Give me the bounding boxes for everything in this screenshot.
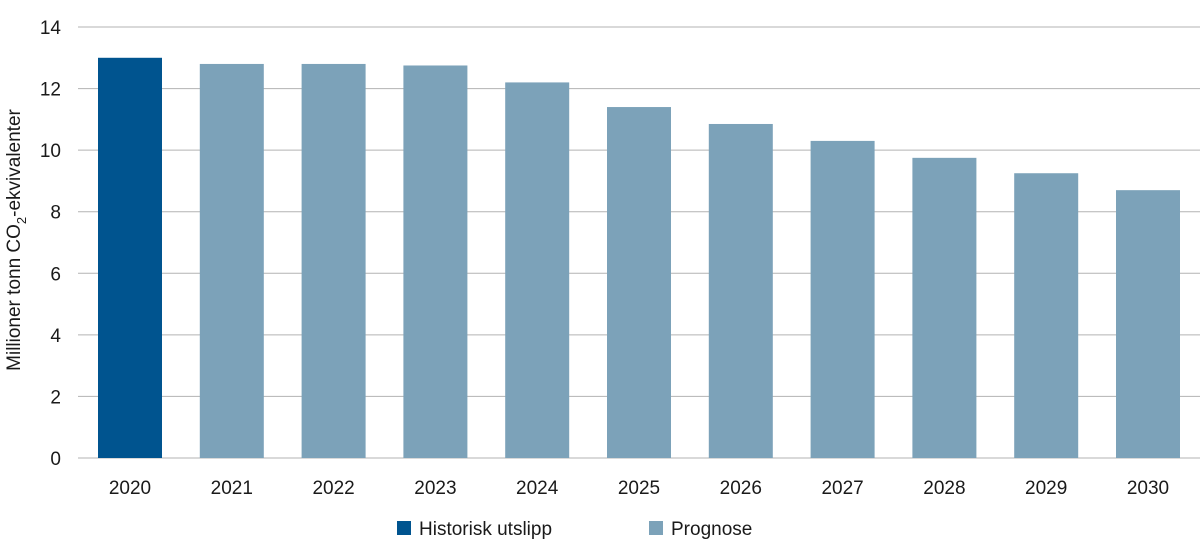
y-tick-label: 10 [40,141,61,162]
x-tick-label: 2027 [821,478,863,499]
x-tick-label: 2024 [516,478,559,499]
y-axis-ticks: 0 2 4 6 8 10 12 14 [40,18,62,470]
y-tick-label: 6 [50,264,61,285]
bar-2026 [708,123,773,458]
bar-2027 [810,140,875,458]
x-tick-label: 2021 [211,478,253,499]
bar-2023 [403,65,468,458]
x-axis-ticks: 2020 2021 2022 2023 2024 2025 2026 2027 2028 2029… [109,478,1169,499]
x-tick-label: 2023 [414,478,456,499]
y-tick-label: 2 [50,387,61,408]
x-tick-label: 2028 [923,478,965,499]
y-axis-title: Millioner tonn CO2-ekvivalenter [4,108,29,370]
legend-label-prognose: Prognose [671,519,752,540]
bar-2024 [505,82,570,459]
bar-2028 [912,157,977,458]
legend-swatch-prognose [649,521,663,535]
legend-label-historisk: Historisk utslipp [419,519,552,540]
y-axis-title-prefix: Millioner tonn CO [4,224,25,371]
bar-2030 [1116,190,1180,458]
y-tick-label: 14 [40,18,62,39]
bar-2025 [607,107,671,459]
bars [98,57,1180,459]
y-tick-label: 4 [50,326,61,347]
legend: Historisk utslipp Prognose [397,519,752,540]
x-tick-label: 2020 [109,478,151,499]
bar-2021 [199,63,264,458]
legend-swatch-historisk [397,521,411,535]
y-tick-label: 0 [50,449,61,470]
y-axis-title-subscript: 2 [14,217,29,224]
bar-2020 [98,57,162,459]
bar-2022 [301,63,366,458]
x-tick-label: 2029 [1025,478,1067,499]
x-tick-label: 2030 [1127,478,1169,499]
bar-2029 [1014,173,1079,458]
y-tick-label: 12 [40,80,61,101]
x-tick-label: 2026 [720,478,762,499]
x-tick-label: 2022 [312,478,354,499]
y-tick-label: 8 [50,203,61,224]
y-axis-title-suffix: -ekvivalenter [4,108,25,216]
x-tick-label: 2025 [618,478,660,499]
